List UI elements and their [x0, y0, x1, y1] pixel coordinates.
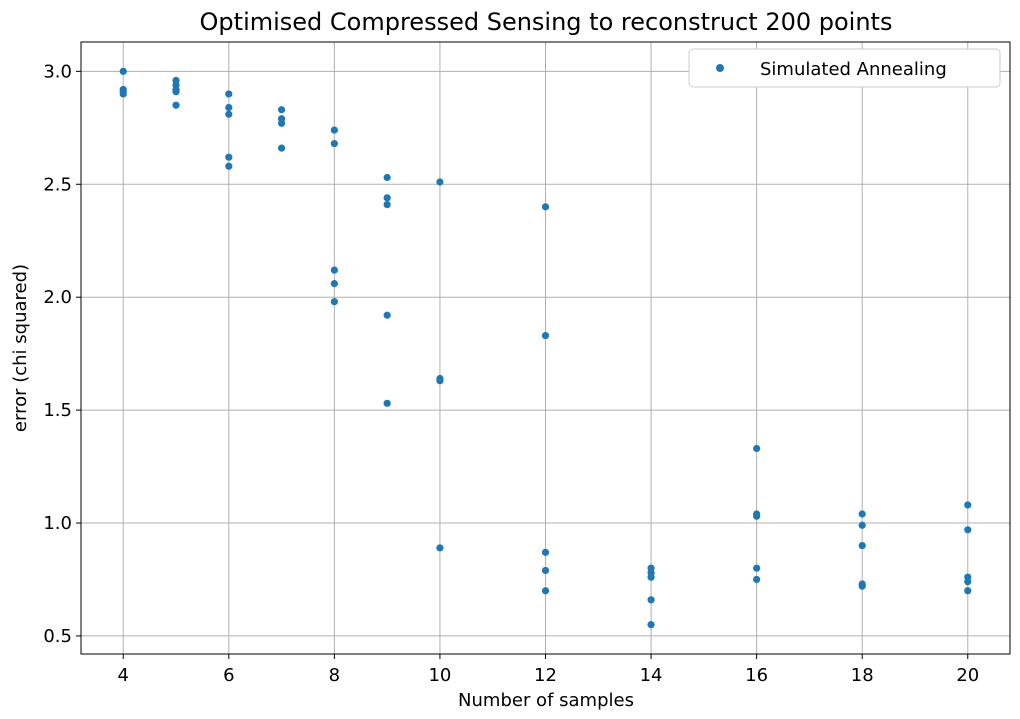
data-point [753, 575, 761, 584]
data-point [225, 103, 233, 112]
data-point [647, 573, 655, 581]
data-point [172, 101, 180, 109]
y-tick-label: 2.5 [43, 174, 72, 195]
data-point [753, 512, 761, 520]
data-point [858, 521, 866, 529]
x-tick-label: 4 [118, 665, 129, 686]
data-point [383, 173, 391, 182]
data-point [383, 200, 391, 209]
data-point [383, 194, 391, 202]
x-tick-label: 6 [223, 665, 234, 686]
data-point [277, 106, 286, 114]
data-point [436, 544, 444, 552]
data-points [119, 67, 972, 629]
data-point [330, 140, 338, 148]
data-point [225, 90, 233, 98]
legend-marker [716, 64, 724, 72]
x-tick-label: 14 [640, 665, 663, 686]
data-point [753, 444, 761, 453]
data-point [383, 311, 391, 319]
x-tick-label: 20 [956, 665, 979, 686]
y-tick-label: 0.5 [43, 626, 72, 647]
data-point [225, 110, 233, 118]
data-point [964, 501, 972, 509]
data-point [119, 67, 127, 75]
data-point [541, 566, 550, 575]
y-tick-label: 2.0 [43, 287, 72, 308]
data-point [277, 119, 286, 127]
data-point [436, 178, 444, 186]
x-tick-label: 12 [534, 665, 557, 686]
x-tick-label: 16 [745, 665, 768, 686]
data-point [753, 564, 761, 572]
data-point [330, 280, 338, 288]
data-point [436, 377, 444, 385]
data-point [541, 203, 550, 211]
data-point [330, 298, 338, 306]
legend-box [688, 48, 1001, 88]
y-axis-label: error (chi squared) [10, 264, 31, 432]
data-point [119, 90, 127, 98]
y-tick-label: 1.5 [43, 400, 72, 421]
y-tick-label: 3.0 [43, 61, 72, 82]
data-point [172, 88, 180, 96]
data-point [225, 162, 233, 170]
data-point [277, 144, 286, 152]
x-tick-label: 18 [851, 665, 874, 686]
x-tick-label: 10 [428, 665, 451, 686]
data-point [541, 331, 550, 340]
x-axis-ticks: 4 6 8 10 12 14 16 18 20 [118, 654, 979, 686]
data-point [647, 621, 655, 629]
data-point [225, 153, 233, 161]
data-point [330, 126, 338, 134]
data-point [964, 578, 972, 586]
data-point [541, 548, 550, 556]
legend-label: Simulated Annealing [760, 59, 947, 80]
grid [81, 42, 1010, 654]
data-point [647, 596, 655, 604]
data-point [330, 266, 338, 274]
y-axis-ticks: 0.5 1.0 1.5 2.0 2.5 3.0 [43, 61, 81, 647]
chart-title: Optimised Compressed Sensing to reconstr… [200, 8, 893, 36]
x-tick-label: 8 [329, 665, 340, 686]
x-axis-label: Number of samples [458, 690, 634, 711]
data-point [964, 526, 972, 534]
legend: Simulated Annealing [688, 48, 1001, 88]
data-point [858, 510, 866, 518]
data-point [383, 399, 391, 407]
data-point [858, 542, 866, 550]
y-tick-label: 1.0 [43, 513, 72, 534]
data-point [858, 582, 866, 590]
data-point [964, 587, 972, 595]
data-point [541, 587, 550, 595]
